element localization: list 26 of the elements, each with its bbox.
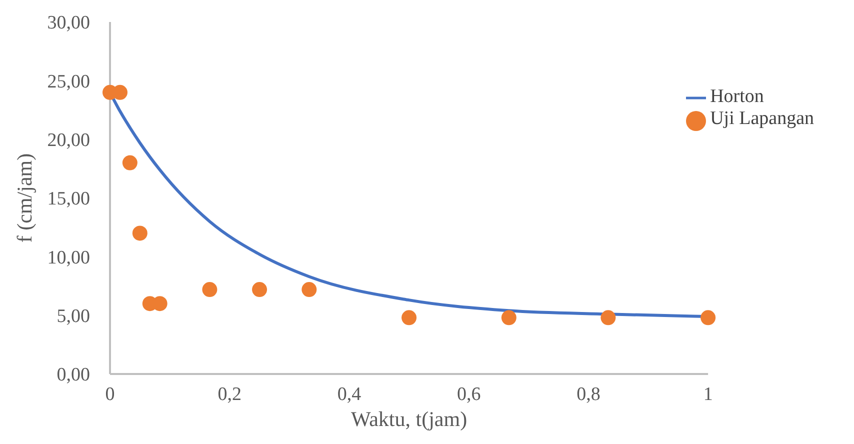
x-tick-label: 1 [703,384,713,405]
point [501,310,516,326]
point [122,155,138,170]
x-tick-label: 0,8 [576,384,600,405]
y-tick-label: 0,00 [56,364,90,386]
point [132,226,148,241]
x-tick-label: 0,6 [456,384,481,405]
x-tick-label: 0,4 [337,384,362,405]
legend-label: Horton [710,86,764,107]
x-axis-title: Waktu, t(jam) [350,407,468,431]
y-tick-label: 30,00 [47,12,90,34]
point [302,282,317,298]
point [402,310,417,326]
point [600,310,616,326]
point [252,282,268,298]
y-tick-label: 25,00 [47,71,90,92]
y-tick-label: 10,00 [47,247,90,268]
legend-label: Uji Lapangan [710,108,814,130]
x-tick-label: 0 [105,384,115,405]
x-tick-label: 0,2 [218,384,242,405]
y-axis-title: f (cm/jam) [12,153,36,243]
point [202,282,218,298]
point [700,310,716,326]
y-tick-label: 20,00 [47,130,90,152]
y-tick-label: 15,00 [47,188,90,210]
y-tick-label: 5,00 [56,306,90,328]
